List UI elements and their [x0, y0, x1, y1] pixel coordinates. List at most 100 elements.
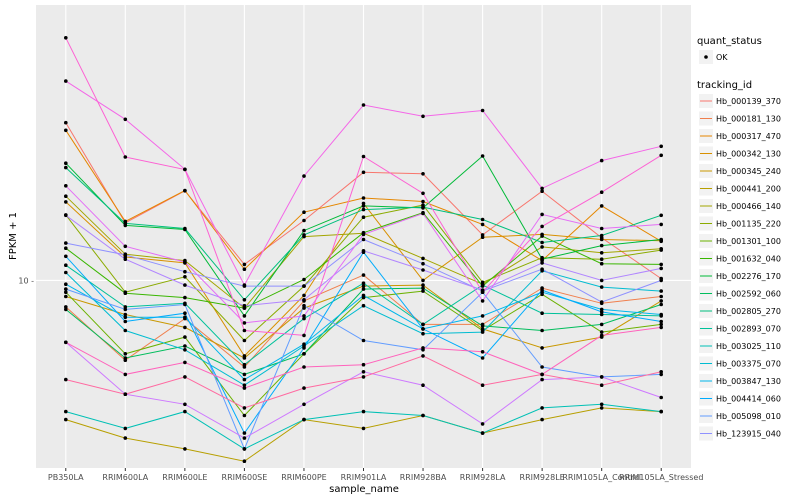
data-point — [540, 257, 544, 262]
data-point — [183, 375, 187, 379]
data-point — [302, 365, 306, 369]
data-point — [183, 447, 187, 451]
x-tick-label: PB350LA — [48, 473, 84, 482]
y-tick-label: 10 - — [18, 276, 34, 285]
data-point — [480, 235, 485, 239]
data-point — [361, 207, 366, 212]
data-point — [302, 277, 306, 282]
data-point — [64, 120, 68, 125]
data-point — [599, 307, 604, 312]
data-point — [659, 370, 663, 374]
data-point — [242, 459, 247, 464]
data-point — [64, 161, 68, 165]
data-point — [480, 314, 485, 318]
data-point — [183, 275, 187, 279]
data-point — [421, 383, 425, 388]
data-point — [242, 431, 247, 435]
legend-label: Hb_000342_130 — [716, 150, 781, 159]
data-point — [302, 346, 306, 350]
data-point — [421, 211, 425, 216]
data-point — [123, 221, 128, 226]
data-point — [123, 356, 128, 360]
data-point — [480, 383, 485, 388]
legend-label: Hb_000345_240 — [716, 167, 781, 176]
data-point — [480, 431, 485, 435]
data-point — [659, 289, 663, 293]
data-point — [183, 188, 187, 193]
data-point — [540, 189, 544, 193]
data-point — [302, 314, 306, 318]
data-point — [599, 237, 604, 242]
data-point — [183, 360, 187, 365]
data-point — [123, 305, 128, 309]
data-point — [242, 303, 247, 308]
data-point — [302, 402, 306, 407]
legend-label: Hb_123915_040 — [716, 430, 781, 439]
x-tick-label: RRIM600LA — [102, 473, 148, 482]
data-point — [361, 375, 366, 379]
data-point — [361, 362, 366, 367]
data-point — [599, 402, 604, 407]
x-tick-label: RRIM105LA_Control — [562, 473, 641, 482]
data-point — [64, 194, 68, 198]
data-point — [302, 233, 306, 237]
data-point — [123, 257, 128, 262]
data-point — [540, 240, 544, 245]
data-point — [302, 386, 306, 390]
data-point — [480, 356, 485, 360]
data-point — [183, 226, 187, 231]
data-point — [599, 333, 604, 338]
data-point — [540, 234, 544, 238]
legend-label: Hb_000317_470 — [716, 132, 781, 141]
data-point — [659, 237, 663, 242]
legend-quant-status-label: OK — [716, 53, 728, 62]
data-point — [64, 287, 68, 291]
data-point — [64, 165, 68, 170]
data-point — [64, 241, 68, 245]
data-point — [242, 386, 247, 390]
data-point — [480, 422, 485, 426]
legend-tracking-id-title: tracking_id — [697, 80, 752, 91]
data-point — [421, 261, 425, 266]
data-point — [659, 299, 663, 303]
data-point — [183, 167, 187, 172]
data-point — [361, 201, 366, 206]
data-point — [302, 298, 306, 302]
x-tick-label: RRIM600LE — [162, 473, 207, 482]
data-point — [302, 303, 306, 308]
data-point — [421, 278, 425, 283]
data-point — [64, 282, 68, 287]
data-point — [64, 290, 68, 295]
data-point — [123, 328, 128, 333]
data-point — [242, 328, 247, 333]
data-point — [599, 243, 604, 248]
legend-quant-status-dot — [704, 55, 708, 59]
legend-label: Hb_001135_220 — [716, 220, 781, 229]
legend-quant-status: quant_status OK — [697, 36, 762, 64]
x-tick-label: RRIM928BA — [400, 473, 447, 482]
data-point — [302, 352, 306, 356]
data-point — [242, 372, 247, 377]
data-point — [242, 321, 247, 325]
data-point — [123, 291, 128, 296]
data-point — [361, 204, 366, 208]
data-point — [421, 327, 425, 331]
data-point — [659, 153, 663, 158]
data-point — [540, 245, 544, 249]
data-point — [659, 302, 663, 307]
data-point — [540, 377, 544, 382]
data-point — [599, 285, 604, 289]
data-point — [242, 262, 247, 267]
data-point — [480, 324, 485, 328]
data-point — [421, 346, 425, 350]
data-point — [183, 335, 187, 339]
data-point — [64, 79, 68, 83]
data-point — [183, 348, 187, 352]
data-point — [64, 340, 68, 345]
data-point — [540, 224, 544, 229]
data-point — [659, 372, 663, 377]
data-point — [242, 314, 247, 318]
data-point — [361, 303, 366, 308]
x-tick-label: RRIM105LA_Stressed — [619, 473, 703, 482]
legend-label: Hb_002893_070 — [716, 325, 781, 334]
